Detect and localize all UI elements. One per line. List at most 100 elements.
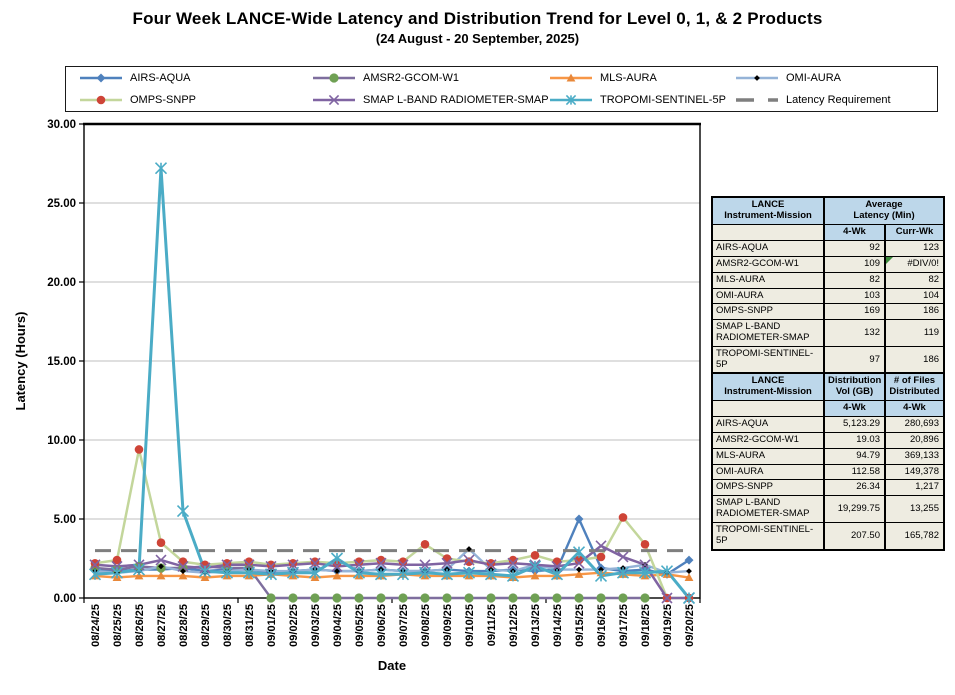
cell-value: 103 [823, 287, 886, 305]
x-tick-label: 09/07/25 [398, 604, 410, 647]
cell-value: 109 [823, 255, 886, 273]
legend-item-amsr2-gcom-w1: AMSR2-GCOM-W1 [311, 71, 548, 85]
cell-value: 280,693 [884, 415, 945, 433]
legend-item-airs-aqua: AIRS-AQUA [78, 71, 311, 85]
table-header: Average Latency (Min) [822, 196, 945, 225]
cell-value: 26.34 [823, 479, 886, 497]
table-row: OMPS-SNPP 26.34 1,217 [711, 479, 945, 497]
y-axis-title: Latency (Hours) [13, 311, 28, 411]
column-header: 4-Wk [823, 223, 886, 241]
y-tick-label: 20.00 [47, 277, 76, 289]
cell-value: 112.58 [823, 463, 886, 481]
legend-label: OMPS-SNPP [130, 94, 197, 106]
y-tick-label: 5.00 [54, 514, 76, 526]
average-latency-table: LANCE Instrument-Mission Average Latency… [711, 196, 946, 376]
y-tick-label: 10.00 [47, 435, 76, 447]
row-label: OMI-AURA [711, 287, 825, 305]
table-row: TROPOMI-SENTINEL-5P 97 186 [711, 346, 945, 375]
x-tick-label: 09/08/25 [420, 604, 432, 647]
row-label: AIRS-AQUA [711, 239, 825, 257]
table-row: MLS-AURA 94.79 369,133 [711, 447, 945, 465]
y-tick-label: 30.00 [47, 119, 76, 131]
x-tick-label: 09/03/25 [310, 604, 322, 647]
table-row: AIRS-AQUA 92 123 [711, 239, 945, 257]
cell-value: 169 [823, 303, 886, 321]
x-tick-label: 09/18/25 [640, 604, 652, 647]
table-header-spacer [711, 399, 825, 417]
x-axis-title: Date [377, 658, 407, 673]
omi-aura-line-icon [736, 75, 778, 81]
legend-item-tropomi: TROPOMI-SENTINEL-5P [548, 93, 734, 107]
x-tick-label: 08/29/25 [200, 604, 212, 647]
table-header: LANCE Instrument-Mission [711, 372, 825, 401]
y-tick-label: 25.00 [47, 198, 76, 210]
table-row: AMSR2-GCOM-W1 109 #DIV/0! [711, 255, 945, 273]
table-row: SMAP L-BAND RADIOMETER-SMAP 132 119 [711, 319, 945, 348]
x-tick-label: 08/28/25 [178, 604, 190, 647]
y-tick-label: 0.00 [54, 593, 76, 605]
series-line-SMAP L-BAND RADIOMETER-SMAP [94, 544, 689, 600]
x-tick-label: 09/06/25 [376, 604, 388, 647]
y-axis-labels: 0.00 5.00 10.00 15.00 20.00 25.00 30.00 [47, 119, 84, 605]
legend-item-omi-aura: OMI-AURA [734, 71, 937, 85]
x-tick-label: 09/11/25 [486, 604, 498, 646]
chart-legend: AIRS-AQUA AMSR2-GCOM-W1 MLS-AURA OMI-AUR… [65, 66, 938, 112]
series-lines [94, 166, 691, 600]
column-header: 4-Wk [884, 399, 945, 417]
legend-label: TROPOMI-SENTINEL-5P [600, 94, 726, 106]
x-tick-label: 09/16/25 [596, 604, 608, 647]
row-label: TROPOMI-SENTINEL-5P [711, 346, 825, 375]
x-tick-label: 09/14/25 [552, 604, 564, 647]
table-row: MLS-AURA 82 82 [711, 271, 945, 289]
row-label: OMI-AURA [711, 463, 825, 481]
legend-item-smap: SMAP L-BAND RADIOMETER-SMAP [311, 93, 549, 107]
legend-label: OMI-AURA [786, 72, 841, 84]
cell-value: 82 [823, 271, 886, 289]
cell-value: 165,782 [884, 522, 945, 551]
column-header: Curr-Wk [883, 223, 945, 241]
distribution-table: LANCE Instrument-Mission Distribution Vo… [711, 372, 945, 552]
latency-requirement-dash-icon [736, 98, 778, 102]
table-header: # of Files Distributed [884, 372, 945, 401]
markers-OMPS-SNPP [90, 445, 694, 603]
x-tick-label: 09/19/25 [662, 604, 674, 647]
omps-snpp-line-icon [80, 95, 122, 105]
table-header-spacer [711, 223, 825, 241]
x-tick-label: 08/25/25 [112, 604, 124, 647]
airs-aqua-line-icon [80, 73, 122, 83]
smap-line-icon [313, 94, 355, 106]
row-label: AIRS-AQUA [711, 415, 825, 433]
row-label: SMAP L-BAND RADIOMETER-SMAP [711, 319, 825, 348]
cell-value: 97 [823, 346, 886, 375]
cell-value: 19.03 [823, 431, 886, 449]
cell-value: #DIV/0! [883, 255, 945, 273]
x-tick-label: 08/26/25 [134, 604, 146, 647]
chart-subtitle: (24 August - 20 September, 2025) [375, 31, 580, 46]
gridlines [84, 202, 700, 520]
row-label: SMAP L-BAND RADIOMETER-SMAP [711, 495, 825, 524]
cell-value: 92 [823, 239, 886, 257]
cell-value: 20,896 [884, 431, 945, 449]
legend-item-omps-snpp: OMPS-SNPP [78, 93, 311, 107]
cell-value: 369,133 [884, 447, 945, 465]
column-header: 4-Wk [823, 399, 886, 417]
table-row: OMI-AURA 112.58 149,378 [711, 463, 945, 481]
cell-value: 186 [883, 303, 945, 321]
cell-value: 94.79 [823, 447, 886, 465]
legend-label: AMSR2-GCOM-W1 [363, 72, 459, 84]
x-tick-label: 09/20/25 [684, 604, 696, 647]
x-tick-label: 09/10/25 [464, 604, 476, 647]
row-label: MLS-AURA [711, 447, 825, 465]
row-label: OMPS-SNPP [711, 303, 825, 321]
row-label: AMSR2-GCOM-W1 [711, 431, 825, 449]
table-row: AMSR2-GCOM-W1 19.03 20,896 [711, 431, 945, 449]
series-line-OMI-AURA [94, 547, 690, 574]
row-label: OMPS-SNPP [711, 479, 825, 497]
table-header: Distribution Vol (GB) [823, 372, 886, 401]
cell-value: 19,299.75 [823, 495, 886, 524]
x-tick-label: 09/13/25 [530, 604, 542, 647]
chart-title: Four Week LANCE-Wide Latency and Distrib… [132, 9, 823, 28]
table-row: AIRS-AQUA 5,123.29 280,693 [711, 415, 945, 433]
